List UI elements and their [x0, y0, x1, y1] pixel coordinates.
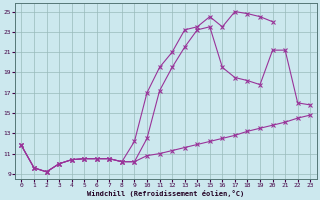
X-axis label: Windchill (Refroidissement éolien,°C): Windchill (Refroidissement éolien,°C): [87, 190, 244, 197]
